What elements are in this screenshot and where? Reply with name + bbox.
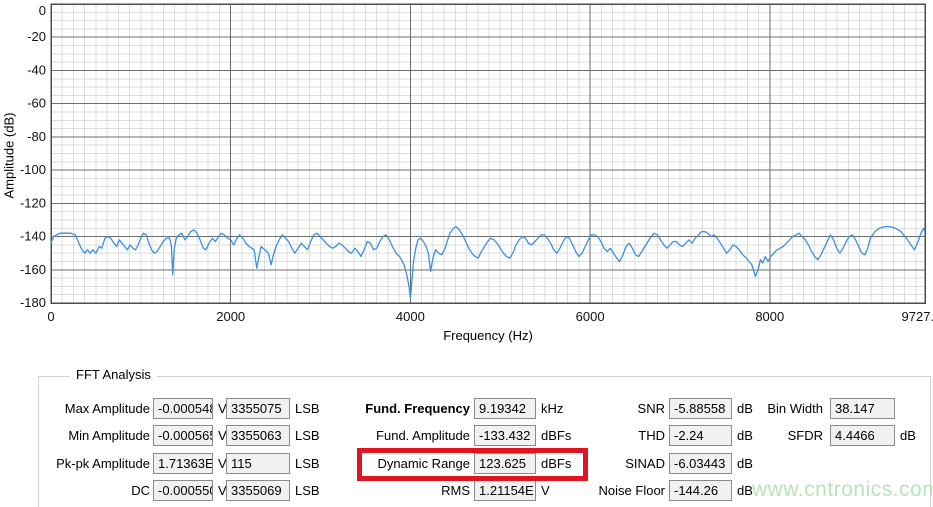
bin-width-label: Bin Width [767,401,823,416]
x-axis-label: Frequency (Hz) [443,328,533,343]
fund-frequency-field[interactable]: 9.19342 [474,398,536,419]
snr-unit: dB [737,401,753,416]
min-amplitude-lsb-unit: LSB [295,428,320,443]
pkpk-amplitude-label: Pk-pk Amplitude [56,456,150,471]
snr-field[interactable]: -5.88558 [669,398,732,419]
y-axis-label: Amplitude (dB) [1,112,17,199]
rms-label: RMS [441,483,470,498]
fund-frequency-label: Fund. Frequency [365,401,470,416]
max-amplitude-label: Max Amplitude [64,401,150,416]
fund-frequency-unit: kHz [541,401,564,416]
watermark: www.cntronics.com [752,478,933,501]
sfdr-field[interactable]: 4.4466 [830,425,895,446]
y-tick-label: -40 [27,62,46,77]
panel-title: FFT Analysis [70,367,157,382]
x-tick-label: 8000 [755,309,784,324]
y-tick-label: -80 [27,129,46,144]
y-tick-label: -20 [27,29,46,44]
rms-unit: V [541,483,550,498]
pkpk-amplitude-lsb-field[interactable]: 115 [226,453,290,474]
dc-lsb-field[interactable]: 3355069 [226,480,290,501]
dynamic-range-highlight [357,448,588,481]
x-tick-label: 4000 [396,309,425,324]
pkpk-amplitude-lsb-unit: LSB [295,456,320,471]
min-amplitude-label: Min Amplitude [68,428,150,443]
y-tick-label: -100 [20,162,46,177]
max-amplitude-lsb-unit: LSB [295,401,320,416]
noise-floor-field[interactable]: -144.26 [669,480,732,501]
thd-label: THD [638,428,665,443]
thd-unit: dB [737,428,753,443]
x-tick-label: 0 [47,309,54,324]
fft-trace [50,225,926,299]
sinad-field[interactable]: -6.03443 [669,453,732,474]
max-amplitude-lsb-field[interactable]: 3355075 [226,398,290,419]
pkpk-amplitude-v-unit: V [218,456,227,471]
x-tick-label: 6000 [576,309,605,324]
fft-analysis-groupbox [38,376,931,507]
dc-v-unit: V [218,483,227,498]
x-tick-label: 9727.47 [902,309,933,324]
bin-width-field[interactable]: 38.147 [830,398,895,419]
rms-field[interactable]: 1.21154E [474,480,536,501]
sinad-unit: dB [737,456,753,471]
y-tick-label: -60 [27,96,46,111]
snr-label: SNR [637,401,665,416]
fund-amplitude-label: Fund. Amplitude [376,428,470,443]
min-amplitude-v-field[interactable]: -0.000565 [153,425,213,446]
fund-amplitude-field[interactable]: -133.432 [474,425,536,446]
noise-floor-label: Noise Floor [598,483,665,498]
y-tick-label: 0 [39,3,46,18]
plot-border [50,3,926,304]
sfdr-unit: dB [900,428,916,443]
dc-lsb-unit: LSB [295,483,320,498]
min-amplitude-lsb-field[interactable]: 3355063 [226,425,290,446]
sfdr-label: SFDR [787,428,823,443]
y-tick-label: -120 [20,195,46,210]
y-tick-label: -180 [20,295,46,310]
dynamic-range-label: Dynamic Range [377,456,471,471]
min-amplitude-v-unit: V [218,428,227,443]
noise-floor-unit: dB [737,483,753,498]
fft-spectrum-chart: 0 2000 4000 6000 8000 9727.47 0 -20 -40 -60 -80 -10… [20,3,933,324]
dynamic-range-field[interactable]: 123.625 [474,453,536,474]
y-tick-label: -160 [20,262,46,277]
x-tick-label: 2000 [216,309,245,324]
sinad-label: SINAD [625,456,665,471]
fund-amplitude-unit: dBFs [541,428,572,443]
y-tick-label: -140 [20,229,46,244]
max-amplitude-v-field[interactable]: -0.000548 [153,398,213,419]
dc-label: DC [131,483,150,498]
dc-v-field[interactable]: -0.000550 [153,480,213,501]
thd-field[interactable]: -2.24 [669,425,732,446]
max-amplitude-v-unit: V [218,401,227,416]
pkpk-amplitude-v-field[interactable]: 1.71363E [153,453,213,474]
dynamic-range-unit: dBFs [541,456,572,471]
